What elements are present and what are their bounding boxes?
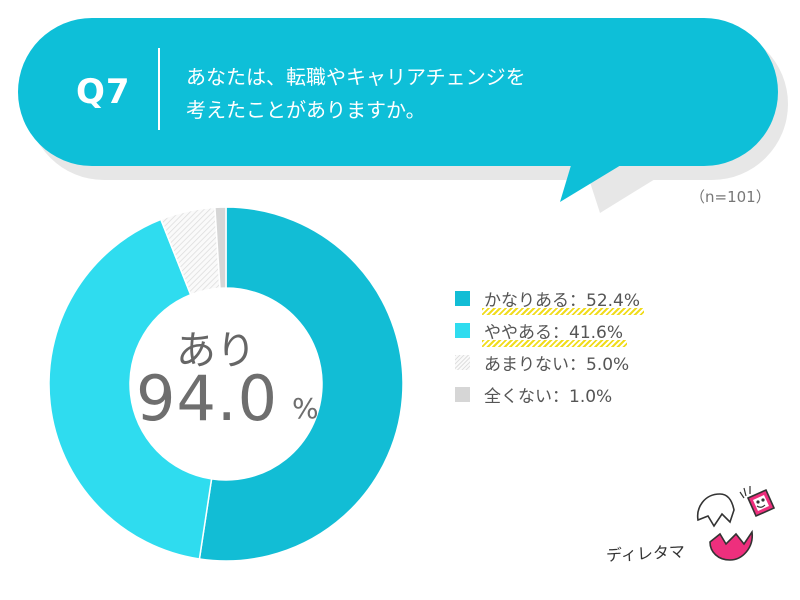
sample-size: （n=101）	[690, 188, 771, 206]
egg-mascot-icon	[696, 486, 776, 561]
bubble-tail	[560, 162, 660, 213]
legend-swatch	[455, 322, 470, 338]
slice-somewhat	[48, 218, 213, 560]
legend-item-somewhat: ややある：41.6%	[455, 314, 640, 347]
legend-swatch	[455, 354, 470, 370]
brand-logo-text: ディレタマ	[605, 541, 686, 566]
question-text: あなたは、転職やキャリアチェンジを 考えたことがありますか。	[186, 61, 746, 127]
legend-item-very-much: かなりある：52.4%	[455, 282, 645, 315]
question-number: Q7	[76, 72, 131, 112]
center-value: 94.0	[136, 362, 279, 435]
legend-item-not-really: あまりない：5.0%	[455, 346, 640, 378]
question-divider	[158, 48, 160, 130]
chart-legend: かなりある：52.4% ややある：41.6% あまりない：5.0% 全くない：1…	[455, 282, 645, 410]
legend-label: かなりある：52.4%	[481, 286, 645, 315]
legend-swatch	[455, 290, 470, 306]
legend-label: ややある：41.6%	[481, 318, 628, 347]
bubble-body	[18, 18, 778, 166]
legend-label: あまりない：5.0%	[484, 354, 630, 375]
question-line-1: あなたは、転職やキャリアチェンジを	[186, 65, 526, 89]
question-bubble: Q7 あなたは、転職やキャリアチェンジを 考えたことがありますか。	[0, 0, 800, 220]
legend-label: 全くない：1.0%	[484, 386, 613, 407]
center-unit: %	[292, 392, 319, 425]
question-line-2: 考えたことがありますか。	[186, 98, 426, 122]
legend-item-not-at-all: 全くない：1.0%	[455, 378, 640, 410]
slice-very-much	[198, 206, 404, 562]
center-label: あり	[176, 328, 256, 374]
slice-not-at-all	[214, 206, 227, 289]
legend-swatch	[455, 386, 470, 402]
